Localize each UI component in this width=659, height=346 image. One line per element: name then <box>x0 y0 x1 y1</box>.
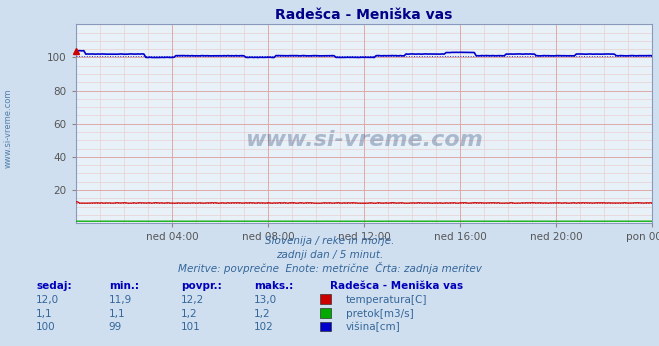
Text: povpr.:: povpr.: <box>181 281 222 291</box>
Text: višina[cm]: višina[cm] <box>346 322 401 333</box>
Text: 100: 100 <box>36 322 56 333</box>
Text: 1,1: 1,1 <box>109 309 125 319</box>
Text: 1,2: 1,2 <box>181 309 198 319</box>
Text: Meritve: povprečne  Enote: metrične  Črta: zadnja meritev: Meritve: povprečne Enote: metrične Črta:… <box>177 262 482 274</box>
Text: 1,1: 1,1 <box>36 309 53 319</box>
Text: sedaj:: sedaj: <box>36 281 72 291</box>
Text: 12,2: 12,2 <box>181 295 204 305</box>
Text: Radešca - Meniška vas: Radešca - Meniška vas <box>330 281 463 291</box>
Text: temperatura[C]: temperatura[C] <box>346 295 428 305</box>
Text: Slovenija / reke in morje.: Slovenija / reke in morje. <box>265 236 394 246</box>
Text: 1,2: 1,2 <box>254 309 270 319</box>
Text: zadnji dan / 5 minut.: zadnji dan / 5 minut. <box>276 250 383 260</box>
Title: Radešca - Meniška vas: Radešca - Meniška vas <box>275 8 453 22</box>
Text: maks.:: maks.: <box>254 281 293 291</box>
Text: 13,0: 13,0 <box>254 295 277 305</box>
Text: pretok[m3/s]: pretok[m3/s] <box>346 309 414 319</box>
Text: 11,9: 11,9 <box>109 295 132 305</box>
Text: www.si-vreme.com: www.si-vreme.com <box>245 130 483 149</box>
Text: 12,0: 12,0 <box>36 295 59 305</box>
Text: 99: 99 <box>109 322 122 333</box>
Text: 102: 102 <box>254 322 273 333</box>
Text: min.:: min.: <box>109 281 139 291</box>
Text: www.si-vreme.com: www.si-vreme.com <box>3 88 13 168</box>
Text: 101: 101 <box>181 322 201 333</box>
